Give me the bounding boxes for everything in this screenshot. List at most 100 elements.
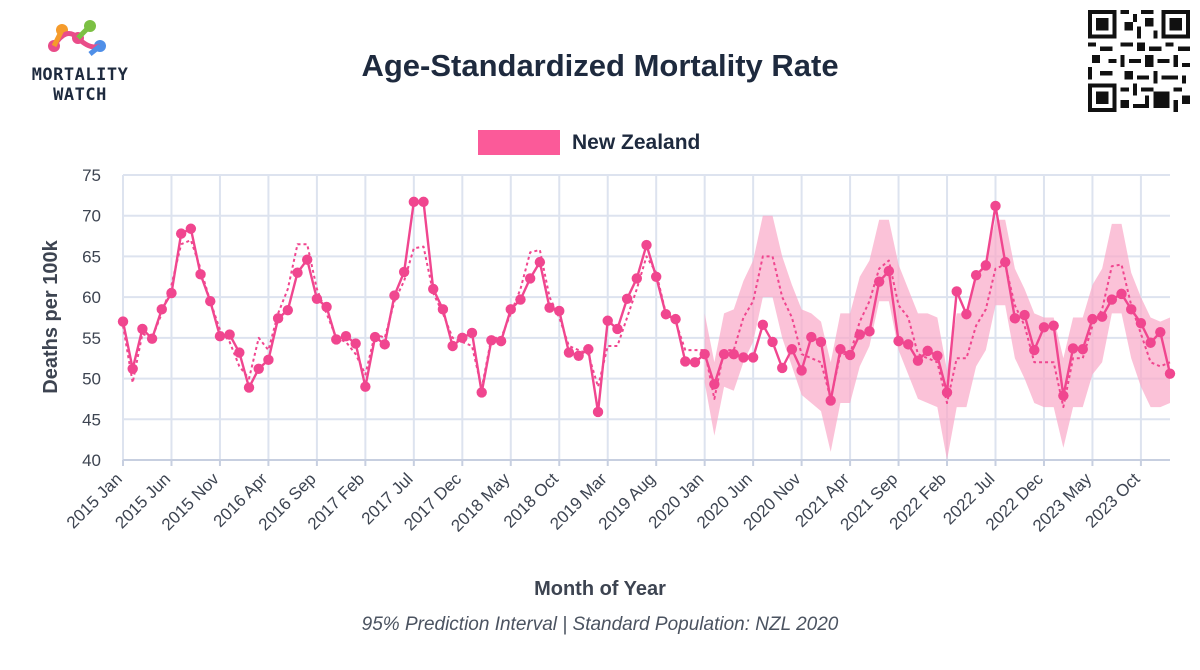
- data-point[interactable]: [951, 286, 962, 297]
- data-point[interactable]: [476, 387, 487, 398]
- data-point[interactable]: [718, 348, 730, 360]
- data-point[interactable]: [340, 331, 352, 342]
- data-point[interactable]: [747, 352, 759, 363]
- data-point[interactable]: [641, 239, 652, 251]
- data-point[interactable]: [195, 269, 206, 280]
- legend-swatch[interactable]: [478, 130, 560, 155]
- data-point[interactable]: [903, 339, 914, 350]
- data-point[interactable]: [292, 267, 303, 278]
- data-point[interactable]: [117, 316, 129, 327]
- data-point[interactable]: [835, 344, 846, 355]
- data-point[interactable]: [844, 349, 856, 361]
- data-point[interactable]: [379, 339, 390, 350]
- data-point[interactable]: [922, 345, 933, 357]
- data-point[interactable]: [1077, 344, 1088, 355]
- data-point[interactable]: [1096, 311, 1108, 322]
- data-point[interactable]: [175, 228, 187, 239]
- data-point[interactable]: [786, 344, 798, 355]
- data-point[interactable]: [234, 347, 245, 358]
- data-point[interactable]: [699, 348, 710, 360]
- data-point[interactable]: [127, 363, 138, 374]
- data-point[interactable]: [146, 333, 158, 344]
- data-point[interactable]: [912, 355, 924, 366]
- data-point[interactable]: [1019, 309, 1030, 321]
- data-point[interactable]: [806, 331, 817, 343]
- data-point[interactable]: [214, 331, 226, 342]
- data-point[interactable]: [893, 335, 904, 347]
- data-point[interactable]: [583, 344, 594, 355]
- data-point[interactable]: [1145, 337, 1156, 348]
- data-point[interactable]: [515, 294, 526, 305]
- data-point[interactable]: [331, 334, 342, 345]
- data-point[interactable]: [1038, 322, 1050, 333]
- data-point[interactable]: [563, 347, 575, 358]
- data-point[interactable]: [389, 290, 400, 301]
- data-point[interactable]: [670, 313, 681, 325]
- data-point[interactable]: [864, 326, 875, 337]
- data-point[interactable]: [1135, 318, 1147, 329]
- data-point[interactable]: [1087, 313, 1098, 325]
- data-point[interactable]: [680, 356, 691, 367]
- data-point[interactable]: [689, 357, 701, 368]
- data-point[interactable]: [660, 309, 672, 320]
- data-point[interactable]: [767, 336, 778, 348]
- data-point[interactable]: [524, 273, 536, 284]
- data-point[interactable]: [990, 200, 1001, 212]
- data-point[interactable]: [709, 379, 720, 390]
- data-point[interactable]: [573, 350, 584, 361]
- data-point[interactable]: [854, 329, 865, 340]
- data-point[interactable]: [1155, 326, 1166, 338]
- data-point[interactable]: [650, 271, 662, 282]
- data-point[interactable]: [495, 335, 507, 347]
- data-point[interactable]: [777, 362, 788, 374]
- data-point[interactable]: [796, 365, 807, 376]
- data-point[interactable]: [999, 256, 1011, 268]
- data-point[interactable]: [941, 387, 953, 398]
- data-point[interactable]: [1164, 368, 1176, 379]
- data-point[interactable]: [408, 196, 420, 208]
- data-point[interactable]: [825, 395, 836, 406]
- data-point[interactable]: [466, 327, 478, 339]
- data-point[interactable]: [505, 304, 516, 315]
- data-point[interactable]: [612, 323, 623, 335]
- data-point[interactable]: [428, 283, 439, 295]
- data-point[interactable]: [350, 338, 361, 349]
- data-point[interactable]: [970, 269, 982, 281]
- data-point[interactable]: [757, 319, 769, 331]
- data-point[interactable]: [185, 223, 197, 234]
- data-point[interactable]: [360, 381, 371, 392]
- data-point[interactable]: [554, 305, 565, 317]
- data-point[interactable]: [1048, 320, 1059, 331]
- data-point[interactable]: [728, 348, 739, 360]
- data-point[interactable]: [1029, 344, 1040, 356]
- data-point[interactable]: [873, 276, 885, 287]
- data-point[interactable]: [243, 382, 255, 393]
- data-point[interactable]: [137, 323, 148, 335]
- data-point[interactable]: [1116, 288, 1127, 300]
- data-point[interactable]: [534, 256, 546, 268]
- data-point[interactable]: [621, 293, 633, 304]
- data-point[interactable]: [205, 296, 216, 307]
- data-point[interactable]: [1106, 294, 1118, 305]
- data-point[interactable]: [883, 265, 895, 277]
- data-point[interactable]: [631, 273, 643, 284]
- data-point[interactable]: [418, 196, 429, 208]
- data-point[interactable]: [602, 315, 613, 326]
- data-point[interactable]: [592, 406, 604, 418]
- data-point[interactable]: [437, 304, 449, 315]
- data-point[interactable]: [272, 313, 284, 324]
- data-point[interactable]: [166, 287, 177, 299]
- data-point[interactable]: [156, 304, 167, 315]
- data-point[interactable]: [253, 363, 264, 374]
- data-point[interactable]: [282, 304, 294, 316]
- data-point[interactable]: [1058, 390, 1069, 401]
- data-point[interactable]: [1009, 313, 1021, 324]
- data-point[interactable]: [311, 293, 323, 304]
- data-point[interactable]: [815, 336, 827, 348]
- data-point[interactable]: [1126, 304, 1137, 315]
- data-point[interactable]: [544, 302, 555, 313]
- data-point[interactable]: [980, 260, 992, 271]
- data-point[interactable]: [447, 340, 458, 352]
- data-point[interactable]: [486, 335, 497, 346]
- data-point[interactable]: [301, 254, 313, 265]
